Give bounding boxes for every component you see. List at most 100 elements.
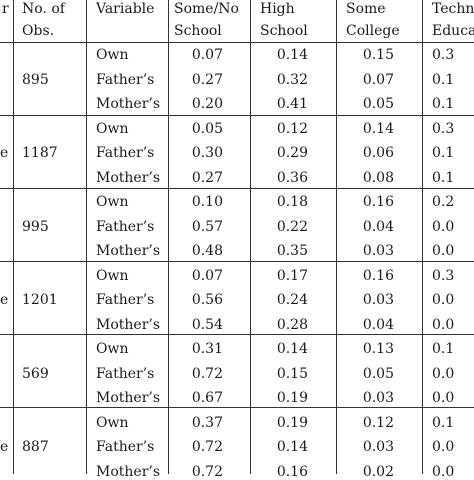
group-left-mark: e — [0, 439, 9, 455]
cell-technical-education: 0.1 — [432, 169, 455, 186]
cell-high-school: 0.24 — [276, 292, 308, 308]
row-variable: Own — [96, 414, 129, 431]
header-high-line2: School — [260, 23, 308, 39]
row-variable: Own — [96, 47, 129, 63]
cell-technical-education: 0.1 — [432, 341, 455, 357]
cell-technical-education: 0.1 — [432, 414, 455, 431]
cell-high-school: 0.36 — [276, 169, 308, 186]
cell-some-college: 0.16 — [362, 194, 394, 210]
cell-technical-education: 0.3 — [432, 267, 455, 284]
row-variable: Father’s — [96, 439, 155, 455]
header-obs-line2: Obs. — [22, 23, 55, 39]
cell-technical-education: 0.1 — [432, 71, 455, 88]
cell-some-no-school: 0.48 — [191, 243, 223, 259]
cell-technical-education: 0.1 — [432, 96, 455, 112]
cell-technical-education: 0.0 — [432, 218, 455, 235]
row-variable: Own — [96, 267, 129, 284]
cell-technical-education: 0.1 — [432, 145, 455, 161]
cell-some-college: 0.12 — [362, 414, 394, 431]
cell-some-no-school: 0.31 — [191, 341, 223, 357]
column-divider — [168, 0, 169, 474]
column-divider — [86, 0, 87, 474]
cell-some-no-school: 0.27 — [191, 169, 223, 186]
cell-technical-education: 0.2 — [432, 194, 455, 210]
cell-technical-education: 0.3 — [432, 47, 455, 63]
row-divider — [0, 261, 474, 262]
cell-high-school: 0.15 — [276, 365, 308, 382]
cell-technical-education: 0.0 — [432, 292, 455, 308]
cell-high-school: 0.22 — [276, 218, 308, 235]
column-divider — [336, 0, 337, 474]
group-obs: 895 — [22, 71, 49, 88]
cell-some-college: 0.05 — [362, 365, 394, 382]
header-tech-line2: Educa — [432, 23, 474, 39]
cell-high-school: 0.18 — [276, 194, 308, 210]
cell-some-college: 0.15 — [362, 47, 394, 63]
cell-some-college: 0.03 — [362, 439, 394, 455]
cell-technical-education: 0.0 — [432, 463, 455, 480]
column-divider — [422, 0, 423, 474]
cell-some-college: 0.07 — [362, 71, 394, 88]
group-obs: 995 — [22, 218, 49, 235]
cell-high-school: 0.17 — [276, 267, 308, 284]
cell-high-school: 0.16 — [276, 463, 308, 480]
header-obs-line1: No. of — [22, 1, 65, 17]
cell-high-school: 0.19 — [276, 414, 308, 431]
cell-some-college: 0.16 — [362, 267, 394, 284]
cell-some-no-school: 0.27 — [191, 71, 223, 88]
cell-some-college: 0.03 — [362, 243, 394, 259]
cell-high-school: 0.29 — [276, 145, 308, 161]
row-variable: Own — [96, 341, 129, 357]
cell-some-no-school: 0.20 — [191, 96, 223, 112]
row-variable: Mother’s — [96, 463, 161, 480]
row-divider — [0, 42, 474, 43]
cell-some-no-school: 0.10 — [191, 194, 223, 210]
cell-high-school: 0.12 — [276, 120, 308, 137]
row-divider — [0, 188, 474, 189]
header-col-a: r — [2, 1, 9, 17]
row-divider — [0, 115, 474, 116]
cell-some-no-school: 0.37 — [191, 414, 223, 431]
row-variable: Father’s — [96, 145, 155, 161]
cell-some-college: 0.04 — [362, 316, 394, 333]
column-divider — [250, 0, 251, 474]
cell-technical-education: 0.0 — [432, 365, 455, 382]
cell-high-school: 0.41 — [276, 96, 308, 112]
row-variable: Father’s — [96, 71, 155, 88]
cell-high-school: 0.14 — [276, 439, 308, 455]
header-college-line1: Some — [346, 1, 386, 17]
cell-some-no-school: 0.72 — [191, 365, 223, 382]
cell-some-college: 0.14 — [362, 120, 394, 137]
cell-some-no-school: 0.56 — [191, 292, 223, 308]
row-variable: Father’s — [96, 218, 155, 235]
cell-some-no-school: 0.05 — [191, 120, 223, 137]
cell-some-no-school: 0.72 — [191, 463, 223, 480]
cell-some-college: 0.04 — [362, 218, 394, 235]
cell-some-college: 0.06 — [362, 145, 394, 161]
cell-high-school: 0.19 — [276, 390, 308, 406]
group-obs: 887 — [22, 439, 49, 455]
group-obs: 1187 — [22, 145, 58, 161]
group-obs: 569 — [22, 365, 49, 382]
cell-some-no-school: 0.30 — [191, 145, 223, 161]
cell-technical-education: 0.0 — [432, 243, 455, 259]
cell-high-school: 0.28 — [276, 316, 308, 333]
row-variable: Mother’s — [96, 169, 161, 186]
cell-some-college: 0.03 — [362, 390, 394, 406]
header-variable: Variable — [96, 1, 155, 17]
row-variable: Own — [96, 120, 129, 137]
group-obs: 1201 — [22, 292, 58, 308]
row-variable: Own — [96, 194, 129, 210]
header-none-line2: School — [174, 23, 222, 39]
row-variable: Mother’s — [96, 316, 161, 333]
row-divider — [0, 334, 474, 335]
cell-some-college: 0.08 — [362, 169, 394, 186]
cell-some-no-school: 0.72 — [191, 439, 223, 455]
cell-some-college: 0.13 — [362, 341, 394, 357]
row-variable: Mother’s — [96, 243, 161, 259]
cell-high-school: 0.14 — [276, 47, 308, 63]
header-college-line2: College — [346, 23, 400, 39]
row-variable: Father’s — [96, 292, 155, 308]
cell-some-no-school: 0.54 — [191, 316, 223, 333]
